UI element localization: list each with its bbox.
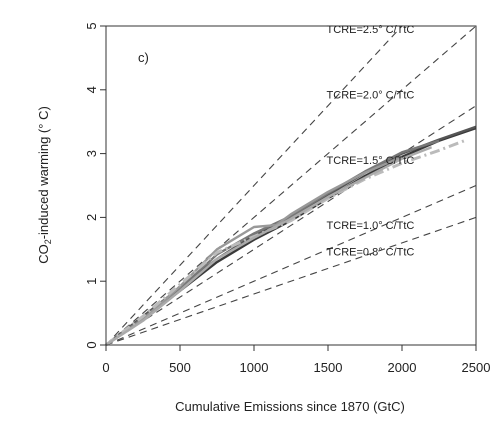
tcre-label-1: TCRE=2.0° C/TtC: [327, 89, 415, 101]
y-tick-label-1: 1: [84, 278, 99, 285]
series-line-2: [105, 139, 440, 346]
tcre-reference-lines: [105, 25, 477, 346]
series-line-1: [105, 125, 477, 346]
tcre-labels: TCRE=2.5° C/TtC TCRE=2.0° C/TtC TCRE=1.5° …: [327, 24, 415, 258]
series-line-0: [105, 126, 477, 346]
x-tick-label-0: 0: [102, 360, 109, 375]
x-tick-label-1: 500: [169, 360, 191, 375]
y-tick-label-2: 2: [84, 214, 99, 221]
model-series: [105, 125, 477, 347]
tcre-line-4: [105, 216, 477, 346]
x-tick-label-5: 2500: [462, 360, 491, 375]
tcre-line-2: [105, 105, 477, 346]
series-line-4: [105, 139, 465, 347]
y-tick-label-0: 0: [84, 341, 99, 348]
axes: 0 500 1000 1500 2000 2500 0 1 2 3 4 5: [84, 22, 490, 375]
tcre-line-0: [105, 25, 403, 346]
panel-label: c): [138, 50, 149, 65]
tcre-label-4: TCRE=0.8° C/TtC: [327, 246, 415, 258]
series-line-3: [105, 155, 403, 346]
y-axis-label: CO2-induced warming (° C): [36, 106, 53, 264]
y-tick-label-4: 4: [84, 86, 99, 93]
y-tick-label-3: 3: [84, 150, 99, 157]
series-line-5: [105, 146, 433, 347]
tcre-label-2: TCRE=1.5° C/TtC: [327, 155, 415, 167]
y-tick-label-5: 5: [84, 22, 99, 29]
tcre-line-3: [105, 184, 477, 346]
tcre-label-3: TCRE=1.0° C/TtC: [327, 220, 415, 232]
tcre-line-1: [105, 25, 477, 346]
tcre-label-0: TCRE=2.5° C/TtC: [327, 24, 415, 36]
x-tick-label-2: 1000: [240, 360, 269, 375]
x-tick-label-4: 2000: [388, 360, 417, 375]
x-axis-label: Cumulative Emissions since 1870 (GtC): [175, 399, 405, 414]
x-tick-label-3: 1500: [314, 360, 343, 375]
plot-frame: [105, 25, 477, 346]
